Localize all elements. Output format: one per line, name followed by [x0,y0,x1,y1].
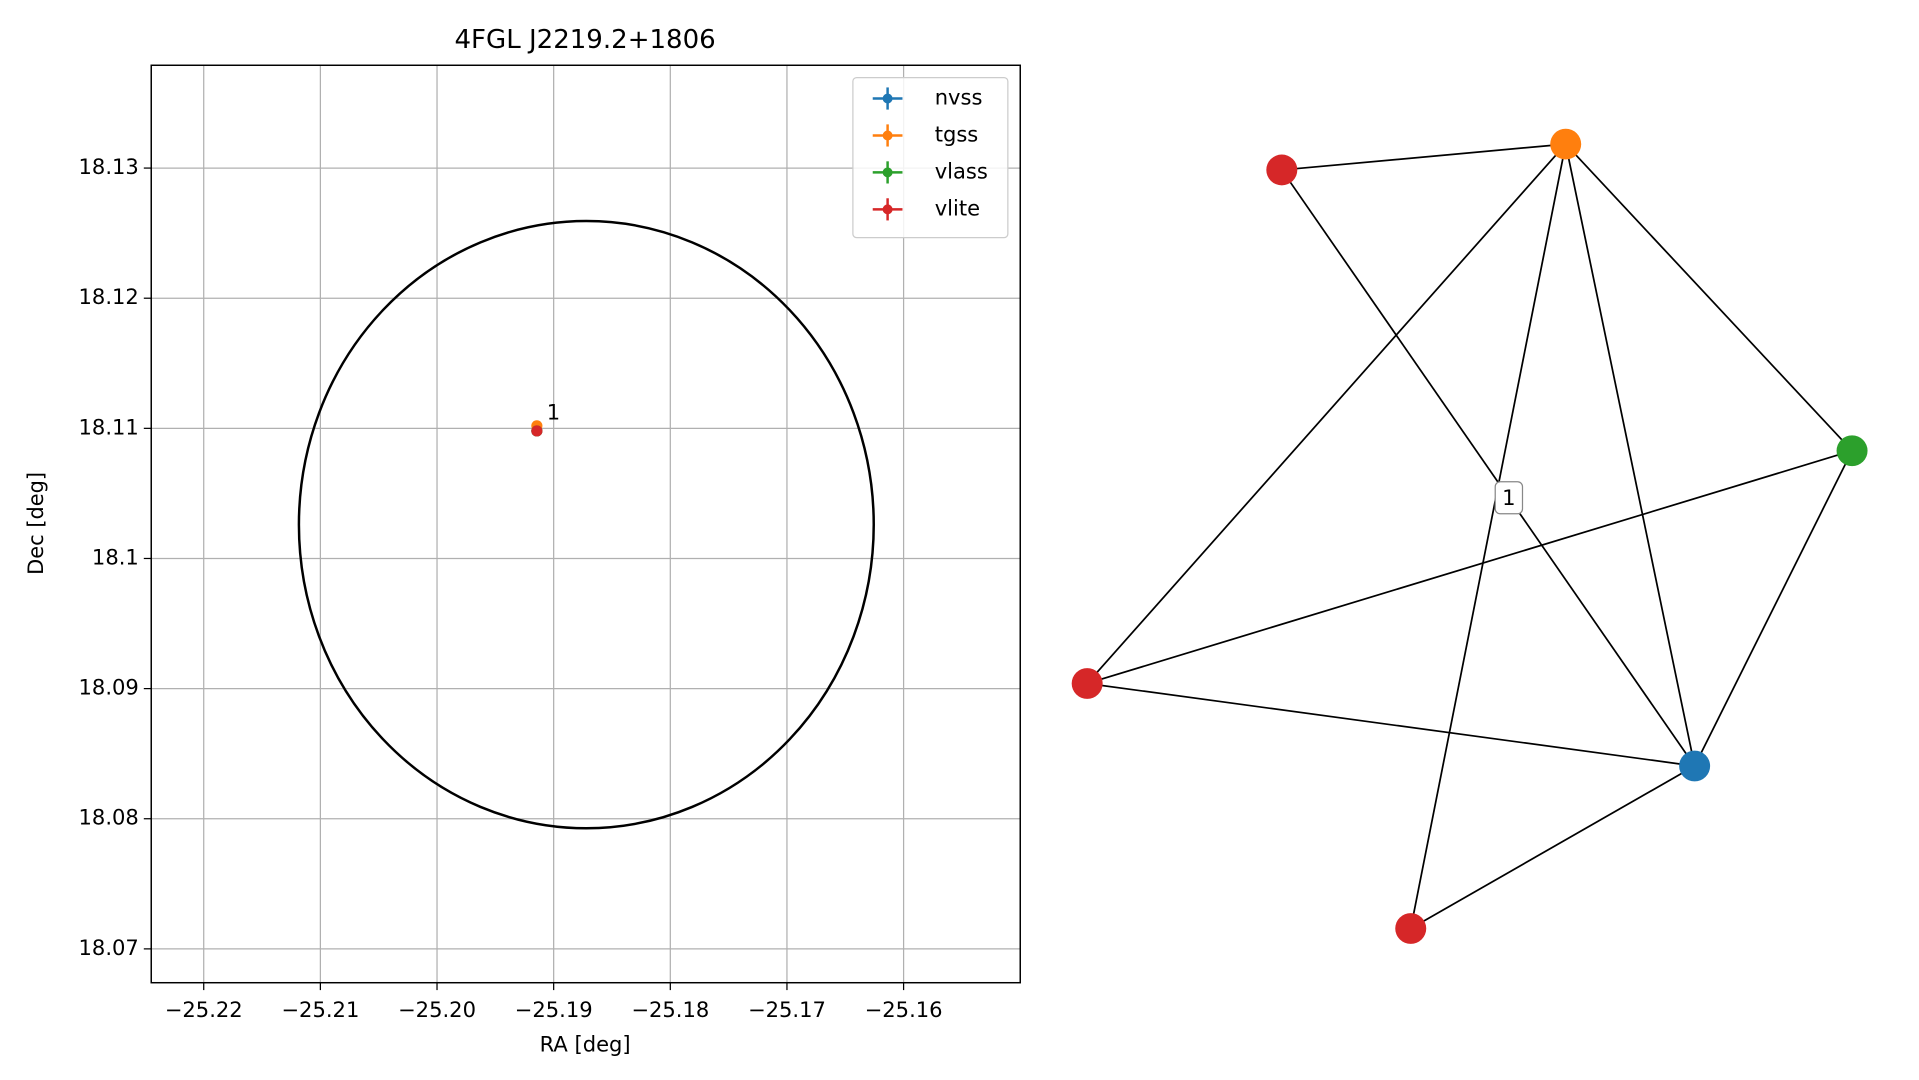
node [1679,750,1711,782]
x-tick-label: −25.22 [165,998,243,1022]
edge [1565,143,1853,452]
node [1836,435,1868,467]
edge [1087,682,1695,767]
edge [1410,765,1696,930]
edge [1693,450,1853,767]
chart-title: 4FGL J2219.2+1806 [455,25,716,55]
y-tick-label: 18.11 [79,415,139,439]
edge [1281,169,1696,767]
error-ellipse [297,219,875,830]
node [1395,913,1427,944]
y-tick-label: 18.1 [92,546,139,570]
edge [1281,143,1566,171]
node [1071,668,1103,699]
y-tick-label: 18.12 [79,285,139,309]
legend-symbol [882,93,893,104]
y-tick-label: 18.13 [79,155,139,179]
legend-symbol [882,204,893,215]
x-tick-label: −25.16 [865,998,943,1022]
edge-label-box [1494,481,1524,515]
legend-box [852,76,1009,239]
x-axis-label: RA [deg] [540,1033,631,1057]
x-tick-label: −25.18 [631,998,709,1022]
y-axis-label: Dec [deg] [24,472,48,575]
x-tick-label: −25.21 [281,998,359,1022]
edge [1086,449,1853,685]
legend: nvss tgss vlass vlite [852,76,1009,239]
legend-symbol [882,167,893,178]
x-tick-label: −25.17 [748,998,826,1022]
edge [1409,143,1567,929]
edge-label: 1 [1502,486,1515,510]
node [1550,128,1582,160]
legend-symbol [882,130,893,141]
point [531,425,543,437]
y-tick-label: 18.08 [79,806,139,830]
y-tick-label: 18.07 [79,936,139,960]
plot-frame [150,64,1021,984]
x-tick-label: −25.20 [398,998,476,1022]
legend-label: nvss [935,86,983,110]
edge [1086,143,1567,685]
y-tick-label: 18.09 [79,676,139,700]
x-tick-label: −25.19 [515,998,593,1022]
legend-label: vlite [935,196,980,220]
edge [1564,143,1696,767]
legend-label: tgss [935,123,979,147]
legend-label: vlass [935,159,988,183]
point-label: 1 [547,401,560,425]
node [1266,154,1298,186]
